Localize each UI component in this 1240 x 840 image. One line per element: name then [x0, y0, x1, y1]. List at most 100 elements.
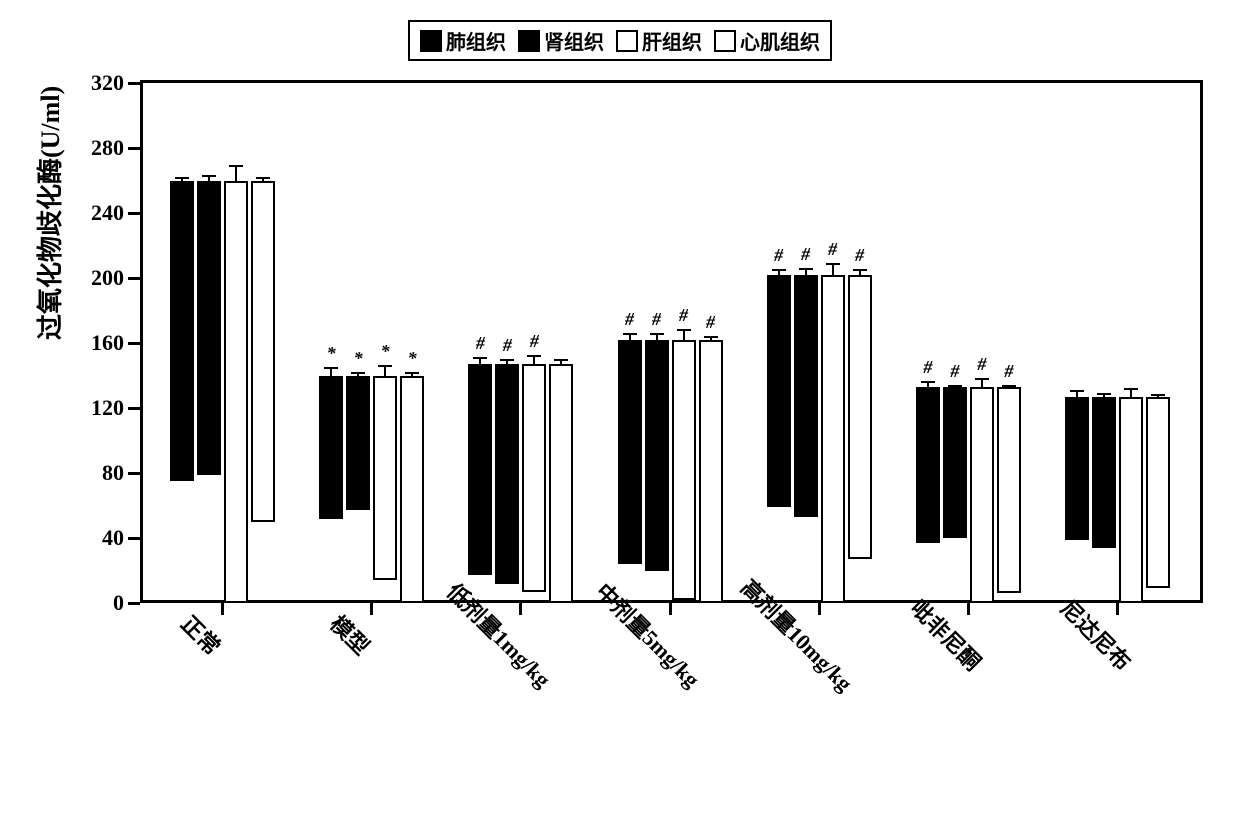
bar-group: #### [618, 340, 723, 603]
y-tick-label: 280 [91, 135, 124, 161]
y-tick-label: 200 [91, 265, 124, 291]
significance-marker: # [950, 361, 959, 382]
bar: # [645, 340, 669, 571]
bar [1119, 397, 1143, 603]
bar-group [170, 181, 275, 604]
error-cap [1151, 394, 1165, 396]
significance-marker: # [828, 239, 837, 260]
error-cap [921, 381, 935, 383]
y-axis-title: 过氧化物歧化酶(U/ml) [30, 86, 67, 340]
y-tick [128, 212, 140, 215]
bar-group: #### [916, 387, 1021, 603]
legend-item: 心肌组织 [714, 26, 820, 55]
bar: # [468, 364, 492, 575]
y-tick-label: 80 [102, 460, 124, 486]
significance-marker: # [801, 244, 810, 265]
error-cap [1070, 390, 1084, 392]
legend-item: 肺组织 [420, 26, 506, 55]
error-cap [473, 357, 487, 359]
y-axis-line [140, 83, 143, 603]
legend-item: 肝组织 [616, 26, 702, 55]
error-cap [554, 359, 568, 361]
bar [224, 181, 248, 604]
error-cap [175, 177, 189, 179]
error-bar [1076, 391, 1078, 399]
error-bar [330, 368, 332, 378]
error-bar [656, 334, 658, 342]
y-tick [128, 277, 140, 280]
error-cap [677, 329, 691, 331]
error-bar [629, 334, 631, 342]
y-tick-label: 40 [102, 525, 124, 551]
chart-container: 肺组织 肾组织 肝组织心肌组织 过氧化物歧化酶(U/ml) 040801201602… [20, 20, 1220, 820]
y-tick [128, 342, 140, 345]
error-bar [832, 264, 834, 277]
significance-marker: * [327, 343, 336, 364]
error-cap [975, 378, 989, 380]
error-bar [805, 269, 807, 277]
error-cap [351, 372, 365, 374]
error-cap [623, 333, 637, 335]
bar: * [373, 376, 397, 581]
bar: * [400, 376, 424, 604]
x-tick [967, 603, 970, 615]
legend-swatch [518, 30, 540, 52]
x-tick [818, 603, 821, 615]
error-cap [704, 336, 718, 338]
error-bar [384, 366, 386, 377]
legend-label: 肺组织 [446, 26, 506, 55]
y-tick [128, 147, 140, 150]
legend-label: 肾组织 [544, 26, 604, 55]
bar: # [767, 275, 791, 507]
y-tick-label: 240 [91, 200, 124, 226]
legend-swatch [616, 30, 638, 52]
significance-marker: # [625, 309, 634, 330]
bar: # [821, 275, 845, 603]
significance-marker: # [977, 354, 986, 375]
error-bar [683, 330, 685, 341]
error-bar [533, 356, 535, 366]
error-cap [826, 263, 840, 265]
legend: 肺组织 肾组织 肝组织心肌组织 [408, 20, 832, 61]
bar: * [346, 376, 370, 511]
x-tick [221, 603, 224, 615]
y-tick [128, 82, 140, 85]
bar: # [618, 340, 642, 564]
significance-marker: # [923, 357, 932, 378]
y-tick [128, 537, 140, 540]
error-cap [378, 365, 392, 367]
x-tick [519, 603, 522, 615]
y-tick-label: 160 [91, 330, 124, 356]
error-cap [256, 177, 270, 179]
legend-swatch [714, 30, 736, 52]
error-cap [405, 372, 419, 374]
bar: # [794, 275, 818, 517]
significance-marker: # [774, 245, 783, 266]
bar-group: ### [468, 364, 573, 603]
y-tick-label: 320 [91, 70, 124, 96]
x-tick-label: 吡非尼酮 [905, 592, 990, 677]
error-bar [981, 379, 983, 389]
error-cap [853, 269, 867, 271]
significance-marker: * [354, 348, 363, 369]
y-tick [128, 472, 140, 475]
bar [251, 181, 275, 522]
error-cap [1124, 388, 1138, 390]
bar: * [319, 376, 343, 519]
y-tick [128, 602, 140, 605]
x-tick-label: 模型 [323, 607, 377, 661]
bar: # [522, 364, 546, 592]
significance-marker: # [530, 331, 539, 352]
bar: # [699, 340, 723, 603]
error-cap [1002, 385, 1016, 387]
x-tick [370, 603, 373, 615]
error-cap [202, 175, 216, 177]
legend-label: 肝组织 [642, 26, 702, 55]
bar-group: **** [319, 376, 424, 604]
significance-marker: # [706, 312, 715, 333]
error-bar [479, 358, 481, 366]
bar [1065, 397, 1089, 540]
significance-marker: # [679, 305, 688, 326]
plot-area: 04080120160200240280320正常****模型###低剂量1mg… [140, 80, 1203, 603]
bar: # [970, 387, 994, 603]
